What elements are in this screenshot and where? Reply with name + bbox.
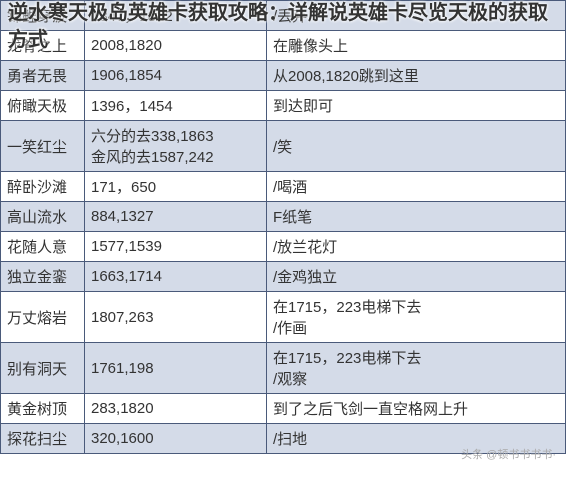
cell-name: 俯瞰天极 — [1, 91, 85, 121]
table-row: 一笑红尘六分的去338,1863 金风的去1587,242/笑 — [1, 121, 566, 172]
cell-method: 到了之后飞剑一直空格网上升 — [267, 394, 566, 424]
table-row: 花随人意1577,1539/放兰花灯 — [1, 232, 566, 262]
cell-method: /金鸡独立 — [267, 262, 566, 292]
table-row: 醉卧沙滩171，650/喝酒 — [1, 172, 566, 202]
table-row: 高山流水884,1327F纸笔 — [1, 202, 566, 232]
cell-coord: 1396，1454 — [85, 91, 267, 121]
table-row: 龙脊之上2008,1820在雕像头上 — [1, 31, 566, 61]
cell-name: 醉卧沙滩 — [1, 172, 85, 202]
table-body: 锦鲤穿波1347，1812/丢弃龙脊之上2008,1820在雕像头上勇者无畏19… — [1, 1, 566, 454]
table-row: 黄金树顶283,1820到了之后飞剑一直空格网上升 — [1, 394, 566, 424]
cell-method: /笑 — [267, 121, 566, 172]
cell-coord: 171，650 — [85, 172, 267, 202]
cell-method: 到达即可 — [267, 91, 566, 121]
cell-name: 万丈熔岩 — [1, 292, 85, 343]
table-row: 独立金銮1663,1714/金鸡独立 — [1, 262, 566, 292]
cell-name: 探花扫尘 — [1, 424, 85, 454]
cell-method: /喝酒 — [267, 172, 566, 202]
hero-card-table: 锦鲤穿波1347，1812/丢弃龙脊之上2008,1820在雕像头上勇者无畏19… — [0, 0, 566, 454]
cell-name: 锦鲤穿波 — [1, 1, 85, 31]
cell-name: 勇者无畏 — [1, 61, 85, 91]
cell-name: 独立金銮 — [1, 262, 85, 292]
cell-coord: 320,1600 — [85, 424, 267, 454]
cell-method: 从2008,1820跳到这里 — [267, 61, 566, 91]
table-row: 别有洞天1761,198在1715，223电梯下去 /观察 — [1, 343, 566, 394]
cell-method: F纸笔 — [267, 202, 566, 232]
cell-name: 龙脊之上 — [1, 31, 85, 61]
cell-method: 在1715，223电梯下去 /作画 — [267, 292, 566, 343]
cell-coord: 1347，1812 — [85, 1, 267, 31]
cell-coord: 884,1327 — [85, 202, 267, 232]
cell-coord: 六分的去338,1863 金风的去1587,242 — [85, 121, 267, 172]
watermark-text: 头条 @顿书书书书· — [461, 446, 556, 462]
table-row: 俯瞰天极1396，1454到达即可 — [1, 91, 566, 121]
table-row: 锦鲤穿波1347，1812/丢弃 — [1, 1, 566, 31]
cell-name: 别有洞天 — [1, 343, 85, 394]
table-row: 万丈熔岩1807,263在1715，223电梯下去 /作画 — [1, 292, 566, 343]
cell-name: 一笑红尘 — [1, 121, 85, 172]
cell-coord: 1577,1539 — [85, 232, 267, 262]
cell-method: /丢弃 — [267, 1, 566, 31]
cell-method: 在1715，223电梯下去 /观察 — [267, 343, 566, 394]
cell-method: /放兰花灯 — [267, 232, 566, 262]
cell-coord: 283,1820 — [85, 394, 267, 424]
cell-name: 高山流水 — [1, 202, 85, 232]
cell-coord: 1761,198 — [85, 343, 267, 394]
cell-coord: 2008,1820 — [85, 31, 267, 61]
cell-name: 花随人意 — [1, 232, 85, 262]
cell-coord: 1807,263 — [85, 292, 267, 343]
cell-coord: 1663,1714 — [85, 262, 267, 292]
cell-method: 在雕像头上 — [267, 31, 566, 61]
cell-name: 黄金树顶 — [1, 394, 85, 424]
table-row: 勇者无畏1906,1854从2008,1820跳到这里 — [1, 61, 566, 91]
cell-coord: 1906,1854 — [85, 61, 267, 91]
